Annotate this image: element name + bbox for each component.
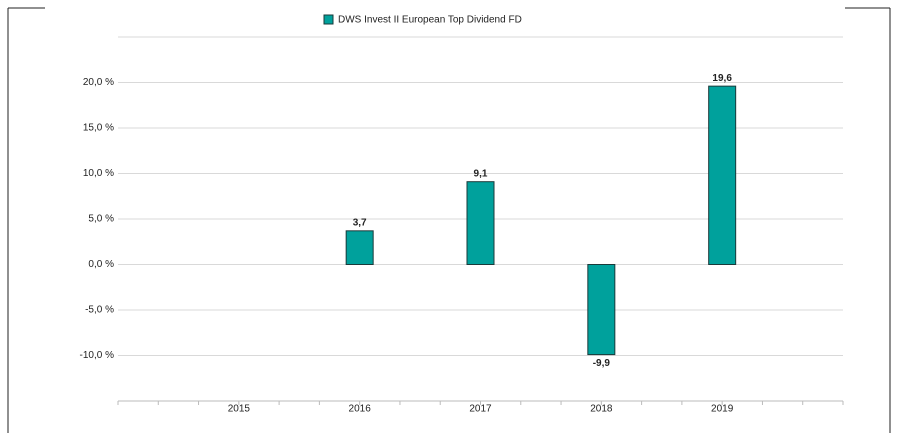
x-tick-label: 2017: [469, 404, 492, 415]
y-tick-label: 20,0 %: [83, 77, 114, 88]
y-tick-label: -5,0 %: [85, 305, 114, 316]
legend-label: DWS Invest II European Top Dividend FD: [338, 15, 522, 26]
data-label: 9,1: [474, 168, 488, 179]
y-tick-label: -10,0 %: [80, 350, 115, 361]
bar: [345, 230, 374, 265]
bar: [466, 181, 495, 265]
x-tick-label: 2018: [590, 404, 613, 415]
y-tick-label: 10,0 %: [83, 168, 114, 179]
y-tick-label: 15,0 %: [83, 123, 114, 134]
bar: [587, 264, 616, 356]
data-label: 19,6: [712, 73, 732, 84]
data-label: -9,9: [593, 358, 611, 369]
data-label: 3,7: [353, 217, 367, 228]
bar: [708, 85, 737, 265]
x-tick-label: 2019: [711, 404, 734, 415]
legend-swatch: [323, 14, 334, 25]
x-tick-label: 2016: [349, 404, 372, 415]
x-tick-label: 2015: [228, 404, 251, 415]
y-tick-label: 0,0 %: [88, 259, 114, 270]
y-tick-label: 5,0 %: [88, 214, 114, 225]
